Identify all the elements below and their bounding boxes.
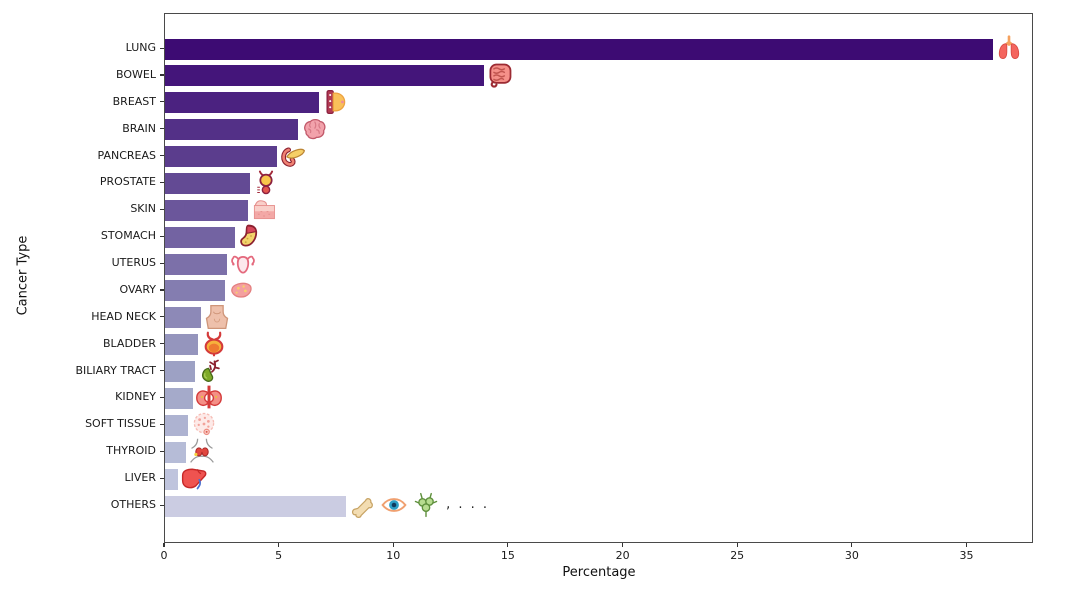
bar-brain bbox=[165, 119, 298, 141]
breast-icon bbox=[321, 88, 349, 116]
bar-bowel bbox=[165, 65, 484, 87]
bar-skin bbox=[165, 199, 248, 221]
bar-others bbox=[165, 495, 347, 517]
bone-icon bbox=[348, 491, 376, 519]
y-tick-label-stomach: STOMACH bbox=[100, 229, 156, 243]
y-tick-label-bowel: BOWEL bbox=[116, 67, 156, 81]
y-tick-label-head-neck: HEAD NECK bbox=[91, 309, 156, 323]
bar-biliary-tract bbox=[165, 361, 195, 383]
y-tick-mark bbox=[160, 343, 164, 345]
x-tick-label-20: 20 bbox=[615, 549, 630, 562]
bar-thyroid bbox=[165, 441, 186, 463]
y-tick-mark bbox=[160, 396, 164, 399]
y-tick-label-others: OTHERS bbox=[110, 498, 156, 511]
y-tick-mark bbox=[160, 181, 164, 184]
y-tick-mark bbox=[160, 74, 164, 76]
uterus-icon bbox=[229, 249, 257, 277]
prostate-icon bbox=[252, 168, 280, 196]
bar-head-neck bbox=[165, 307, 201, 329]
x-tick-mark bbox=[278, 543, 280, 547]
x-tick-mark bbox=[163, 543, 165, 547]
y-tick-label-pancreas: PANCREAS bbox=[97, 148, 156, 162]
y-tick-mark bbox=[160, 208, 164, 210]
x-tick-mark bbox=[965, 543, 968, 547]
y-tick-label-uterus: UTERUS bbox=[111, 256, 156, 269]
bar-breast bbox=[165, 92, 319, 114]
bar-kidney bbox=[165, 387, 193, 409]
x-tick-mark bbox=[622, 543, 624, 547]
y-tick-label-skin: SKIN bbox=[130, 202, 156, 216]
pancreas-icon bbox=[279, 142, 307, 170]
y-tick-label-thyroid: THYROID bbox=[106, 444, 156, 458]
y-tick-label-biliary-tract: BILIARY TRACT bbox=[75, 363, 157, 377]
bar-bladder bbox=[165, 334, 199, 356]
liver-icon bbox=[180, 464, 208, 492]
thyroid-icon bbox=[188, 437, 216, 465]
x-tick-mark bbox=[736, 543, 738, 547]
x-tick-label-5: 5 bbox=[275, 549, 283, 562]
stomach-icon bbox=[237, 222, 265, 250]
x-tick-label-15: 15 bbox=[500, 549, 515, 562]
bladder-icon bbox=[200, 330, 228, 358]
bar-pancreas bbox=[165, 146, 278, 167]
bar-uterus bbox=[165, 253, 227, 275]
y-tick-label-lung: LUNG bbox=[125, 41, 156, 54]
x-tick-label-30: 30 bbox=[844, 549, 859, 562]
y-tick-mark bbox=[160, 504, 164, 506]
y-tick-label-ovary: OVARY bbox=[119, 282, 156, 296]
bar-lung bbox=[165, 38, 993, 60]
x-tick-label-35: 35 bbox=[959, 549, 974, 562]
y-tick-mark bbox=[160, 262, 164, 264]
biliary-tract-icon bbox=[197, 357, 225, 385]
y-tick-mark bbox=[160, 235, 164, 237]
skin-icon bbox=[250, 195, 278, 223]
y-tick-label-liver: LIVER bbox=[124, 471, 157, 485]
y-tick-mark bbox=[160, 101, 164, 103]
head-neck-icon bbox=[203, 303, 231, 331]
y-tick-label-kidney: KIDNEY bbox=[115, 390, 156, 404]
y-tick-label-bladder: BLADDER bbox=[103, 336, 156, 350]
x-tick-label-0: 0 bbox=[160, 549, 168, 562]
y-tick-label-prostate: PROSTATE bbox=[99, 175, 156, 189]
x-tick-label-25: 25 bbox=[730, 549, 745, 562]
others-ellipsis-text: , . . . bbox=[446, 497, 490, 512]
bar-liver bbox=[165, 468, 178, 490]
y-tick-mark bbox=[160, 370, 164, 372]
y-tick-label-breast: BREAST bbox=[112, 94, 156, 108]
y-tick-label-soft-tissue: SOFT TISSUE bbox=[85, 417, 156, 431]
brain-icon bbox=[300, 115, 328, 143]
bar-stomach bbox=[165, 226, 235, 248]
eye-icon bbox=[380, 491, 408, 519]
lymph-nodes-icon bbox=[412, 491, 440, 519]
y-axis-title: Cancer Type bbox=[15, 235, 31, 316]
x-tick-mark bbox=[507, 543, 509, 547]
plot-area bbox=[164, 13, 1033, 543]
kidney-icon bbox=[195, 383, 223, 411]
x-tick-label-10: 10 bbox=[386, 549, 401, 562]
y-tick-mark bbox=[160, 155, 164, 157]
bowel-icon bbox=[486, 61, 514, 89]
ovary-icon bbox=[227, 276, 255, 304]
y-tick-mark bbox=[160, 450, 164, 452]
bar-ovary bbox=[165, 280, 225, 302]
bar-soft-tissue bbox=[165, 414, 188, 436]
lungs-icon bbox=[995, 34, 1023, 62]
y-tick-mark bbox=[160, 423, 164, 425]
x-axis-title: Percentage bbox=[562, 565, 636, 580]
y-tick-mark bbox=[160, 289, 164, 291]
x-tick-mark bbox=[392, 543, 394, 547]
soft-tissue-icon bbox=[190, 410, 218, 438]
y-tick-label-brain: BRAIN bbox=[122, 121, 156, 135]
y-tick-mark bbox=[160, 477, 164, 479]
y-tick-mark bbox=[160, 47, 164, 49]
y-tick-mark bbox=[160, 128, 164, 130]
x-tick-mark bbox=[851, 543, 853, 547]
bar-prostate bbox=[165, 172, 250, 194]
y-tick-mark bbox=[160, 316, 164, 318]
